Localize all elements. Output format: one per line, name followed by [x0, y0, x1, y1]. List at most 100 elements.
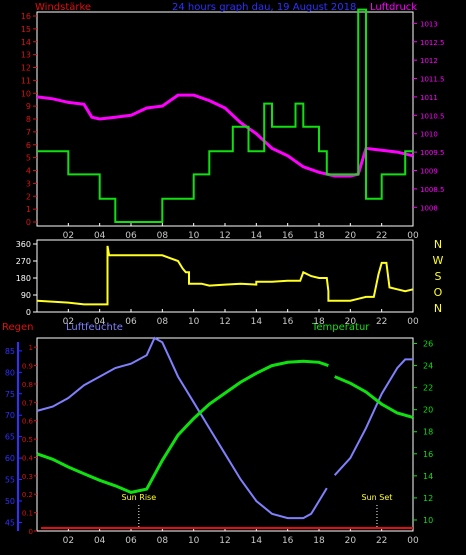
- rain-y-tick-label: 0.9: [22, 363, 33, 371]
- rain-y-tick-label: 0: [29, 528, 33, 536]
- rain-y-tick-label: 0.6: [22, 418, 34, 426]
- x-tick-label: 04: [94, 536, 106, 546]
- rain-y-tick-label: 1: [29, 344, 33, 352]
- temperature-y-tick-label: 20: [423, 406, 433, 415]
- wind-y-tick-label: 11: [21, 76, 31, 85]
- pressure-y-tick-label: 1012: [420, 57, 438, 65]
- x-tick-label: 14: [251, 536, 263, 546]
- x-tick-label: 12: [219, 317, 230, 327]
- rain-y-tick-label: 0.1: [22, 510, 33, 518]
- compass-label: N: [434, 238, 442, 251]
- temperature-y-tick-label: 12: [423, 494, 433, 503]
- wind-strength-label: Windstärke: [35, 2, 91, 13]
- wind-direction-panel: [36, 239, 414, 313]
- temperature-y-tick-label: 16: [423, 450, 433, 459]
- x-tick-label: 16: [282, 536, 294, 546]
- humidity-temp-panel: [36, 337, 414, 532]
- pressure-y-tick-label: 1009: [420, 168, 438, 176]
- wind-y-tick-label: 2: [26, 192, 31, 201]
- pressure-y-tick-label: 1012.5: [420, 39, 445, 47]
- humidity-y-tick-label: 45: [5, 518, 15, 527]
- humidity-line: [36, 336, 328, 520]
- compass-label: S: [435, 270, 442, 283]
- rain-y-tick-label: 0.8: [22, 381, 33, 389]
- x-tick-label: 06: [125, 536, 137, 546]
- humidity-label: Luftfeuchte: [66, 322, 123, 333]
- wind-y-tick-label: 5: [26, 154, 31, 163]
- temperature-y-tick-label: 22: [423, 384, 433, 393]
- humidity-y-tick-label: 55: [5, 476, 15, 485]
- x-tick-label: 00: [407, 317, 419, 327]
- temperature-y-tick-label: 26: [423, 340, 433, 349]
- rain-y-tick-label: 0.4: [22, 454, 34, 462]
- direction-y-tick-label: 90: [21, 291, 31, 300]
- wind-y-tick-label: 9: [26, 102, 31, 111]
- compass-label: N: [434, 302, 442, 315]
- sun-annotation: Sun Rise: [122, 493, 157, 502]
- pressure-y-tick-label: 1009.5: [420, 149, 445, 157]
- compass-label: W: [433, 254, 444, 267]
- x-tick-label: 10: [188, 317, 200, 327]
- wind-y-tick-label: 14: [21, 38, 31, 47]
- x-tick-label: 10: [188, 231, 200, 241]
- pressure-y-tick-label: 1013: [420, 20, 438, 28]
- rain-y-tick-label: 0.2: [22, 491, 33, 499]
- temperature-y-tick-label: 14: [423, 472, 433, 481]
- x-tick-label: 00: [407, 536, 419, 546]
- x-tick-label: 04: [94, 317, 106, 327]
- temperature-line-b: [334, 375, 414, 419]
- temperature-label: Temperatur: [311, 322, 370, 333]
- x-tick-label: 20: [345, 231, 357, 241]
- humidity-y-tick-label: 70: [5, 411, 15, 420]
- sun-annotation: Sun Set: [362, 493, 393, 502]
- pressure-y-tick-label: 1011.5: [420, 76, 445, 84]
- x-tick-label: 06: [125, 231, 137, 241]
- wind-strength-line: [37, 8, 413, 223]
- direction-y-tick-label: 360: [16, 240, 31, 249]
- humidity-y-tick-label: 75: [5, 390, 15, 399]
- x-tick-label: 02: [63, 317, 74, 327]
- x-tick-label: 20: [345, 536, 357, 546]
- x-tick-label: 16: [282, 231, 294, 241]
- humidity-y-tick-label: 85: [5, 347, 15, 356]
- x-tick-label: 06: [125, 317, 137, 327]
- pressure-line: [36, 93, 414, 178]
- pressure-y-tick-label: 1008.5: [420, 186, 445, 194]
- direction-y-tick-label: 180: [16, 274, 31, 283]
- x-tick-label: 12: [219, 231, 230, 241]
- pressure-y-tick-label: 1010.5: [420, 112, 445, 120]
- x-tick-label: 00: [407, 231, 419, 241]
- rain-y-tick-label: 0.7: [22, 399, 33, 407]
- humidity-y-tick-label: 80: [5, 368, 15, 377]
- x-tick-label: 08: [157, 231, 169, 241]
- temperature-y-tick-label: 24: [423, 362, 433, 371]
- x-tick-label: 22: [376, 317, 387, 327]
- wind-y-tick-label: 3: [26, 179, 31, 188]
- pressure-label: Luftdruck: [370, 2, 417, 13]
- x-tick-label: 02: [63, 231, 74, 241]
- temperature-y-tick-label: 10: [423, 516, 433, 525]
- x-tick-label: 16: [282, 317, 294, 327]
- rain-y-tick-label: 0.3: [22, 473, 33, 481]
- x-tick-label: 20: [345, 317, 357, 327]
- x-tick-label: 14: [251, 317, 263, 327]
- x-tick-label: 14: [251, 231, 263, 241]
- direction-y-tick-label: 270: [16, 257, 31, 266]
- wind-y-tick-label: 8: [26, 115, 31, 124]
- temperature-y-tick-label: 18: [423, 428, 433, 437]
- temperature-line: [36, 359, 329, 494]
- pressure-y-tick-label: 1011: [420, 94, 438, 102]
- x-tick-label: 18: [313, 536, 325, 546]
- wind-y-tick-label: 16: [21, 12, 31, 21]
- x-tick-label: 02: [63, 536, 74, 546]
- compass-label: O: [434, 286, 443, 299]
- x-tick-label: 18: [313, 317, 325, 327]
- x-tick-label: 22: [376, 536, 387, 546]
- x-tick-label: 08: [157, 317, 169, 327]
- chart-title: 24 hours graph dau, 19 August 2018: [172, 2, 356, 13]
- x-tick-label: 04: [94, 231, 106, 241]
- wind-y-tick-label: 10: [21, 89, 31, 98]
- x-tick-label: 18: [313, 231, 325, 241]
- wind-y-tick-label: 1: [26, 205, 31, 214]
